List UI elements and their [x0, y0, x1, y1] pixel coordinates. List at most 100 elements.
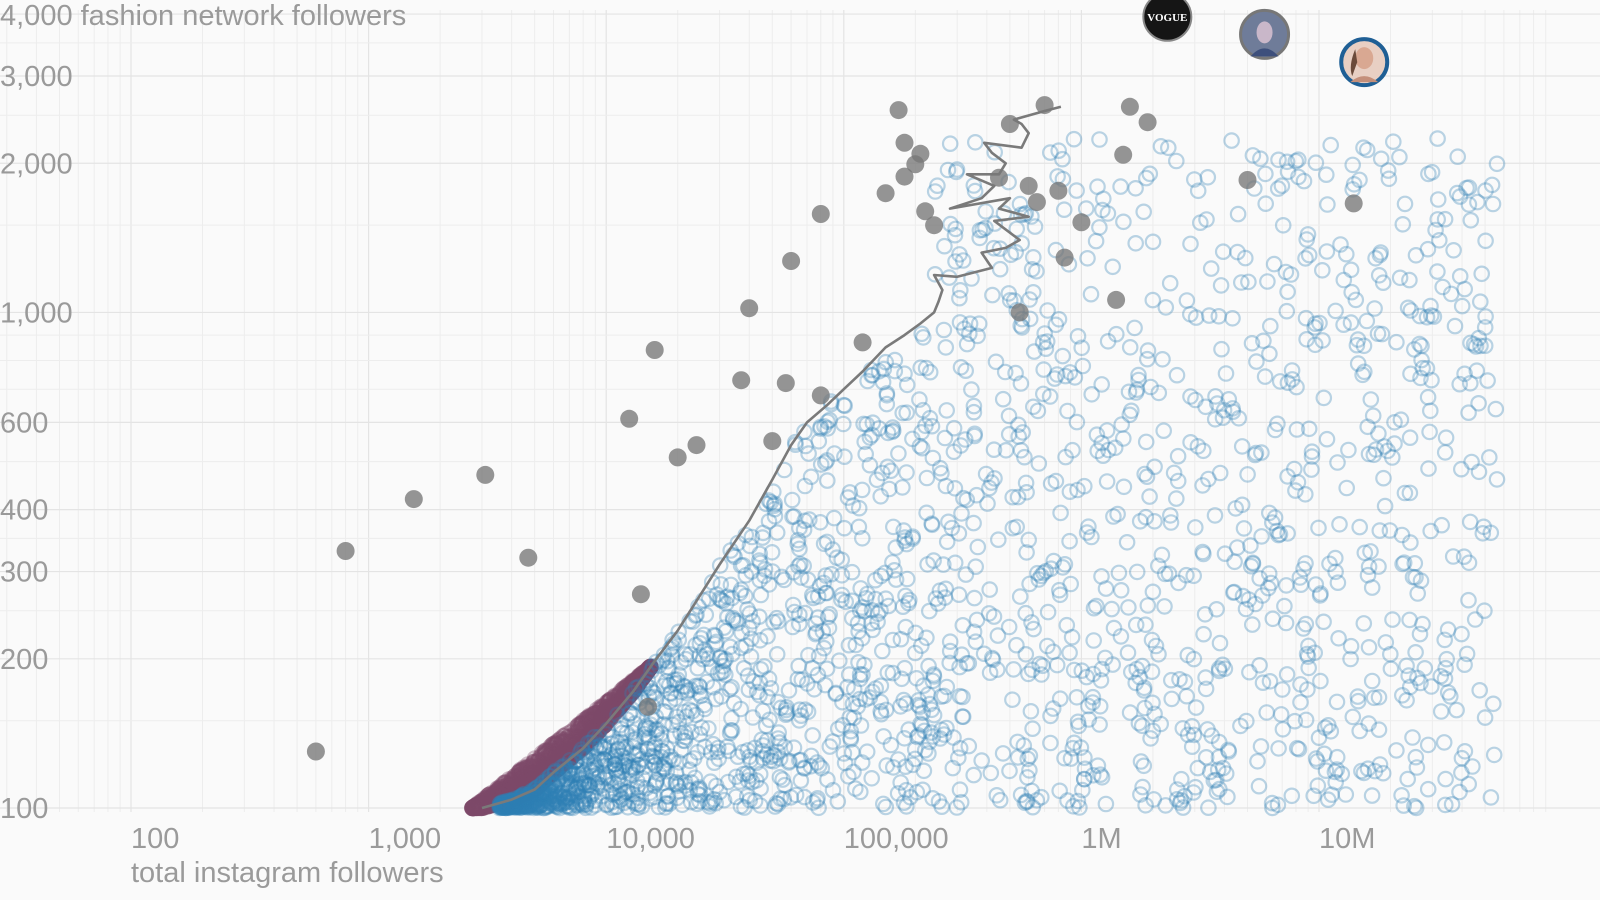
scatter-point — [1216, 660, 1234, 677]
scatter-point — [575, 775, 593, 792]
scatter-point — [503, 796, 520, 813]
scatter-point — [684, 613, 701, 630]
scatter-point — [1183, 738, 1201, 755]
scatter-point — [599, 693, 616, 711]
scatter-point — [569, 744, 587, 761]
scatter-point — [1360, 445, 1378, 463]
scatter-point — [1039, 302, 1056, 319]
scatter-point — [689, 780, 706, 798]
scatter-point — [624, 739, 642, 756]
scatter-point — [582, 712, 599, 729]
scatter-point — [1144, 694, 1161, 712]
scatter-point — [898, 798, 915, 815]
scatter-point — [578, 781, 595, 798]
scatter-point — [500, 779, 518, 797]
scatter-point — [667, 773, 685, 791]
scatter-point — [1084, 766, 1102, 784]
scatter-point — [556, 754, 574, 772]
scatter-point — [527, 761, 544, 778]
scatter-point — [543, 777, 560, 794]
scatter-point — [1370, 266, 1388, 284]
scatter-point — [526, 766, 543, 784]
scatter-point — [1477, 308, 1494, 325]
scatter-point — [631, 671, 649, 688]
scatter-point — [816, 454, 834, 471]
scatter-point — [583, 726, 601, 744]
scatter-point — [492, 779, 510, 796]
scatter-point — [516, 773, 533, 790]
scatter-point — [913, 325, 930, 343]
scatter-point — [809, 588, 827, 605]
scatter-point — [584, 711, 601, 729]
scatter-point — [789, 531, 807, 549]
scatter-point — [751, 631, 769, 649]
scatter-point — [493, 789, 510, 807]
scatter-point — [590, 720, 607, 738]
scatter-point — [1048, 656, 1066, 674]
scatter-point — [754, 749, 772, 767]
scatter-point — [1121, 704, 1139, 721]
scatter-point — [751, 686, 768, 704]
scatter-point — [586, 774, 604, 792]
scatter-point — [613, 695, 631, 713]
scatter-point — [525, 753, 543, 771]
scatter-point — [629, 676, 646, 694]
scatter-point — [1483, 176, 1501, 194]
scatter-point — [588, 707, 606, 724]
scatter-point — [528, 762, 545, 780]
scatter-point — [696, 700, 713, 718]
scatter-point — [933, 798, 951, 815]
scatter-point — [467, 798, 484, 815]
scatter-point — [624, 682, 641, 700]
scatter-point — [523, 760, 540, 778]
scatter-point — [863, 601, 881, 619]
scatter-point — [760, 670, 778, 687]
scatter-point — [1214, 243, 1232, 260]
scatter-point — [772, 790, 789, 807]
scatter-point — [497, 774, 514, 791]
scatter-point — [617, 757, 634, 774]
scatter-point — [1172, 794, 1189, 812]
scatter-point — [1150, 557, 1167, 575]
scatter-point — [544, 753, 561, 770]
scatter-point — [489, 780, 506, 797]
scatter-point — [787, 786, 805, 804]
scatter-point — [635, 667, 653, 684]
scatter-point — [515, 786, 532, 803]
scatter-point — [1355, 139, 1372, 156]
scatter-point — [641, 659, 658, 677]
scatter-point — [1342, 650, 1359, 668]
scatter-point — [946, 554, 964, 572]
scatter-point — [1300, 420, 1318, 438]
scatter-point — [1017, 604, 1034, 622]
scatter-point — [746, 792, 764, 810]
scatter-point — [496, 783, 513, 801]
scatter-point — [1372, 150, 1390, 168]
scatter-point — [528, 765, 546, 782]
scatter-point — [584, 718, 602, 736]
scatter-point — [470, 796, 488, 814]
scatter-point — [582, 730, 600, 747]
scatter-point — [884, 518, 902, 536]
scatter-point — [493, 789, 510, 807]
scatter-point — [688, 795, 706, 813]
scatter-point — [771, 734, 788, 751]
scatter-point — [640, 660, 657, 677]
scatter-point — [529, 794, 546, 812]
scatter-point — [551, 740, 568, 758]
scatter-point — [608, 698, 626, 715]
scatter-point — [572, 771, 590, 789]
scatter-point — [884, 759, 902, 776]
scatter-point — [524, 779, 542, 797]
scatter-point — [586, 705, 603, 722]
scatter-point — [1382, 645, 1399, 663]
scatter-point — [1113, 416, 1130, 433]
scatter-point — [545, 791, 563, 808]
scatter-point — [515, 786, 532, 803]
scatter-point — [897, 758, 914, 775]
scatter-point — [555, 794, 572, 811]
highlight-point — [853, 333, 872, 352]
scatter-point — [1093, 568, 1110, 585]
scatter-point — [1288, 739, 1306, 757]
scatter-point — [1143, 663, 1161, 680]
